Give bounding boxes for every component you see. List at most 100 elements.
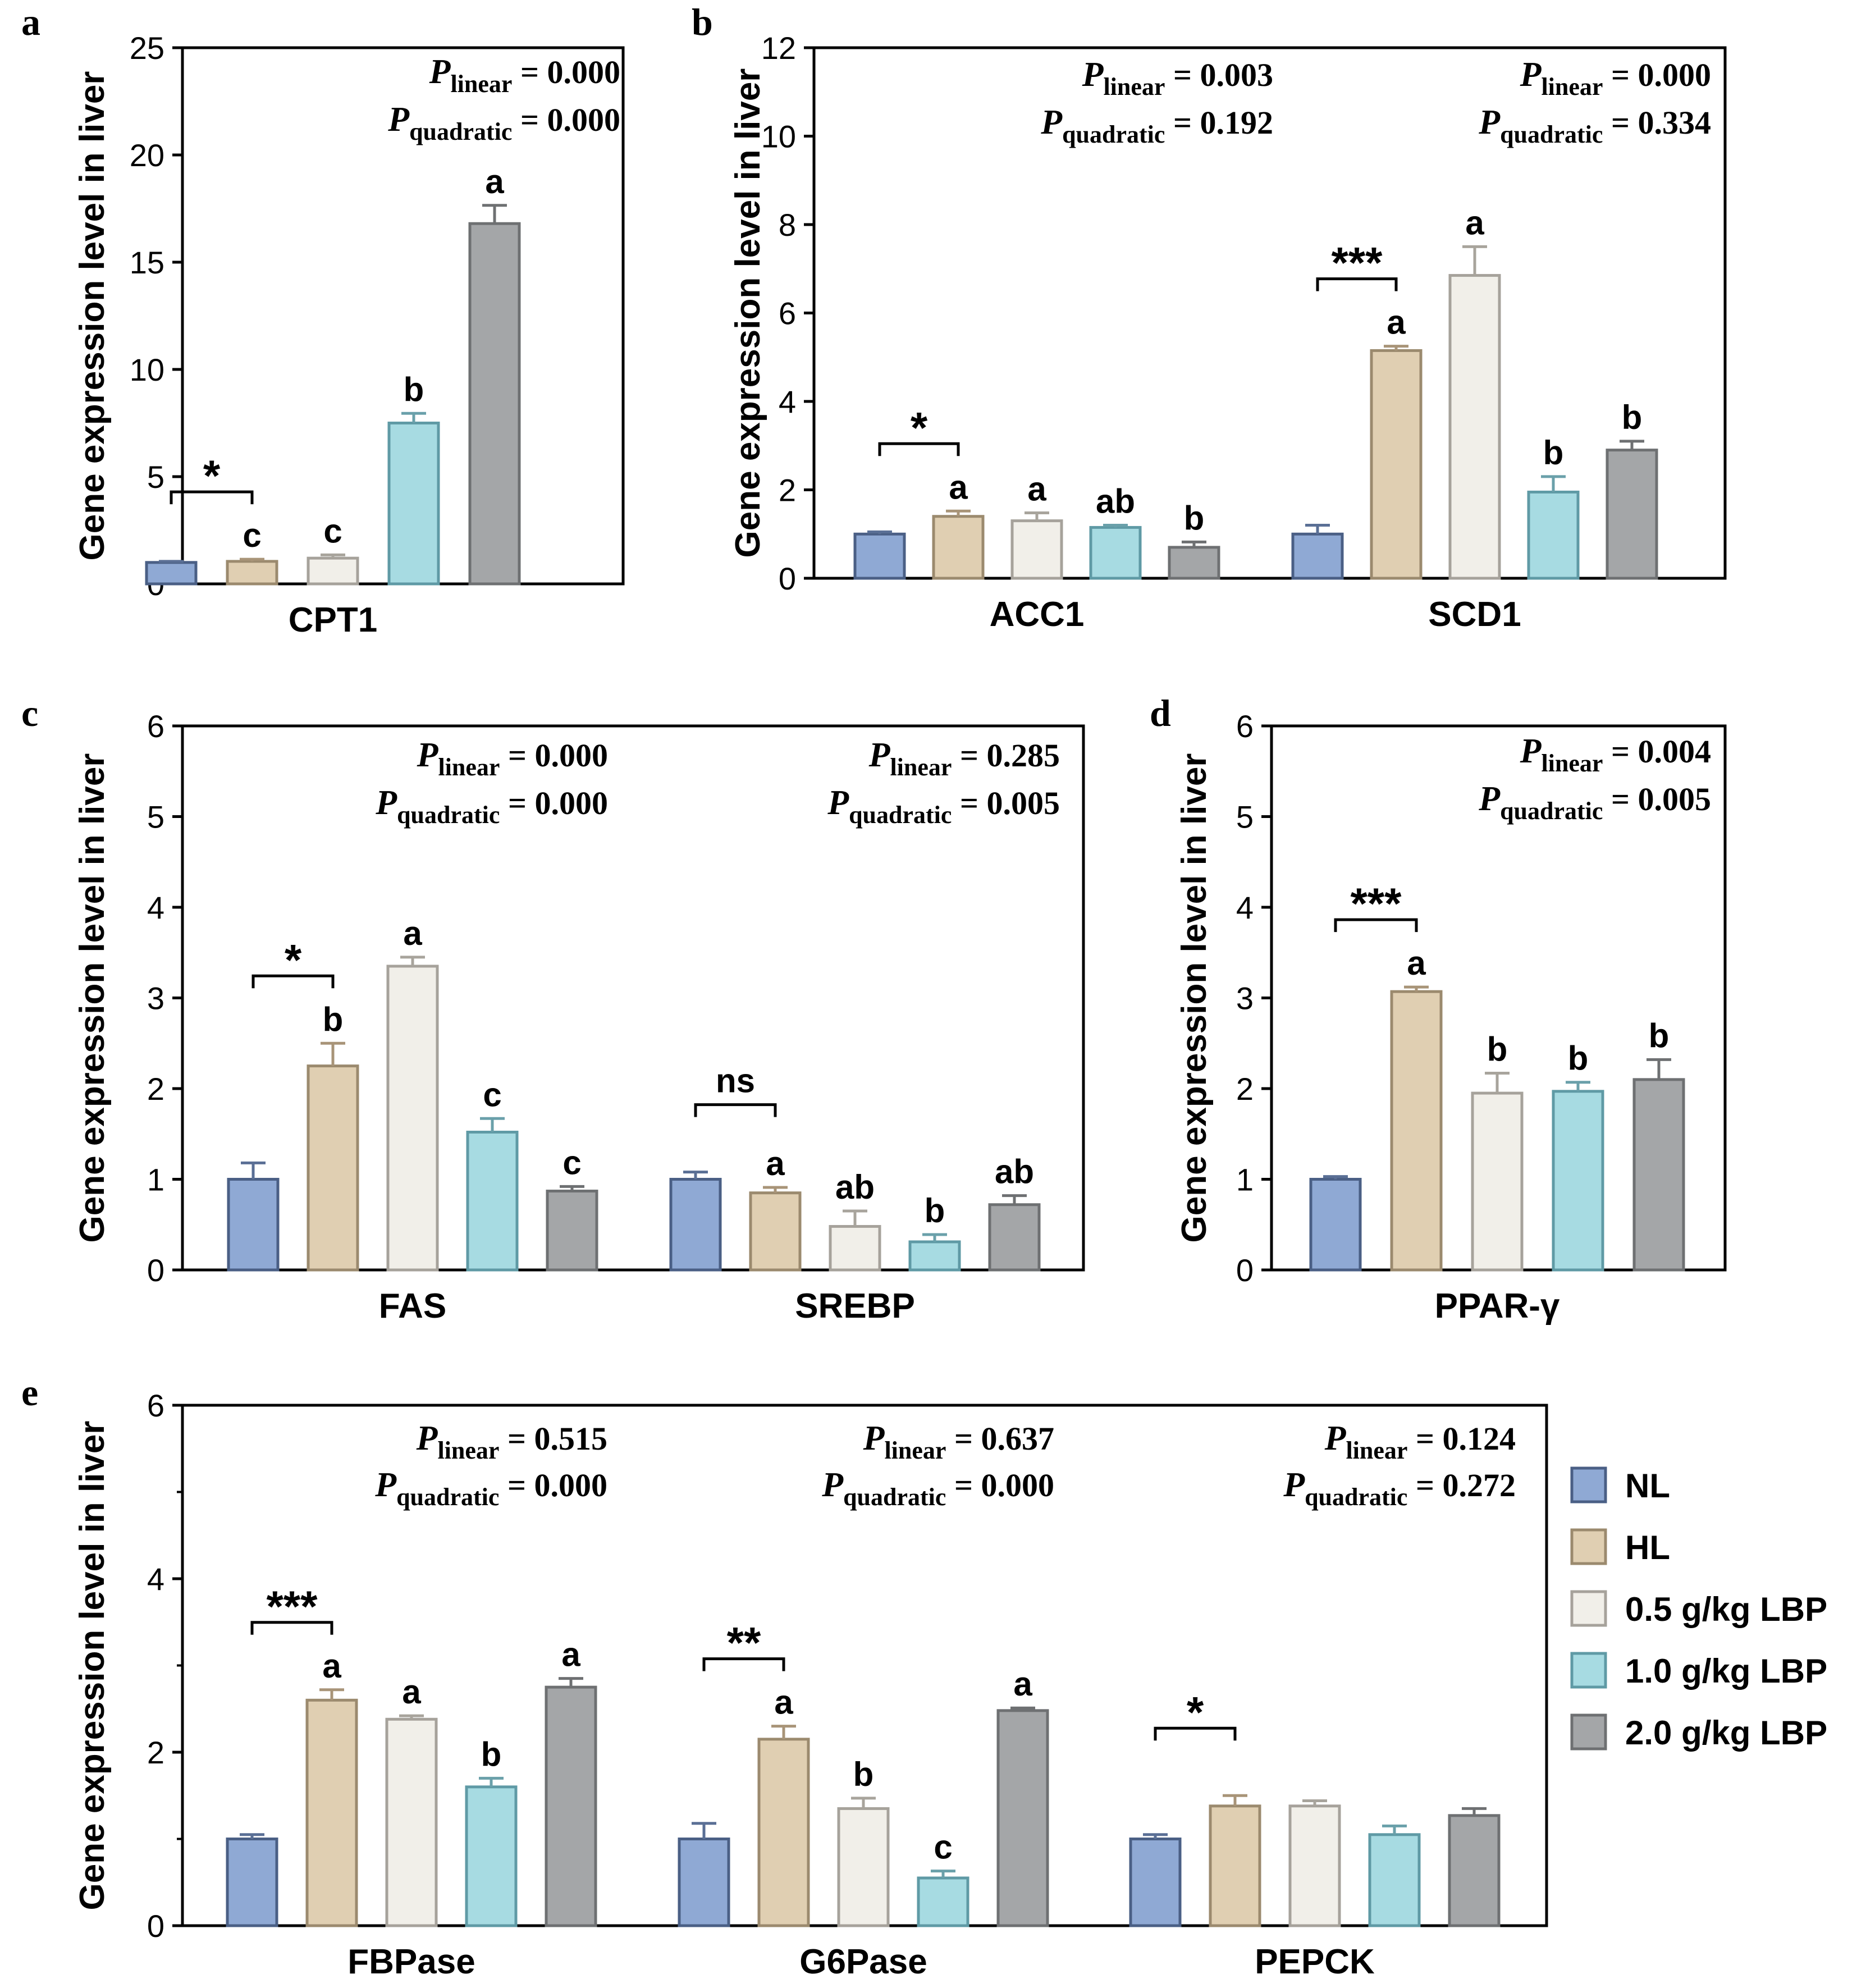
bar-acc1-nl (853, 532, 906, 580)
y-tick-label: 6 (779, 296, 796, 331)
significance-letter: ab (1096, 483, 1135, 520)
y-tick-label: 20 (130, 138, 164, 173)
p-value-linear: Plinear = 0.637 (863, 1419, 1054, 1464)
bar-fbpase-l05 (385, 1717, 438, 1927)
significance-bracket (170, 490, 254, 505)
significance-letter: b (853, 1756, 874, 1793)
legend-label-hl: HL (1625, 1529, 1670, 1566)
significance-marker: *** (1350, 879, 1402, 928)
y-axis-label: Gene expression level in liver (73, 753, 112, 1243)
significance-letter: a (1387, 304, 1406, 341)
bar-ppar-γ-l05 (1471, 1091, 1524, 1272)
bar-pepck-nl (1129, 1838, 1182, 1927)
y-tick-label: 1 (1236, 1162, 1254, 1198)
bar-acc1-l10 (1089, 525, 1142, 580)
y-tick-label: 0 (1236, 1253, 1254, 1288)
p-value-quadratic: Pquadratic = 0.000 (387, 100, 620, 145)
y-tick-label: 3 (1236, 981, 1254, 1016)
bar-fas-l05 (386, 965, 439, 1272)
y-tick-label: 2 (147, 1071, 164, 1107)
significance-letter: c (934, 1829, 952, 1866)
significance-letter: b (1622, 399, 1643, 436)
significance-letter: b (404, 371, 424, 408)
bar-cpt1-nl (145, 561, 198, 586)
significance-letter: b (1543, 434, 1564, 472)
bar-pepck-hl (1209, 1804, 1261, 1927)
bar-acc1-l05 (1010, 519, 1063, 580)
legend-swatch-l10 (1570, 1652, 1607, 1689)
x-tick-label-cpt1: CPT1 (289, 601, 377, 639)
y-tick-label: 4 (1236, 890, 1254, 925)
bar-acc1-hl (932, 515, 985, 580)
bar-fbpase-l20 (545, 1685, 597, 1927)
bar-scd1-l20 (1606, 449, 1658, 580)
y-tick-label: 10 (761, 119, 796, 154)
y-tick-label: 6 (147, 709, 164, 744)
significance-letter: a (402, 1673, 421, 1711)
bar-fas-nl (227, 1178, 280, 1272)
y-tick-label: 15 (130, 245, 164, 280)
p-value-quadratic: Pquadratic = 0.000 (375, 784, 608, 829)
bar-g6pase-hl (757, 1738, 810, 1927)
y-tick-label: 2 (147, 1735, 164, 1770)
bar-g6pase-l10 (917, 1876, 969, 1927)
y-tick-label: 0 (147, 1253, 164, 1288)
y-axis-label: Gene expression level in liver (73, 1421, 112, 1911)
bar-fbpase-l10 (465, 1785, 518, 1927)
x-tick-label-fbpase: FBPase (347, 1943, 475, 1981)
significance-letter: c (562, 1144, 581, 1181)
bar-fas-l10 (466, 1131, 519, 1272)
legend-label-l20: 2.0 g/kg LBP (1625, 1714, 1827, 1752)
bar-ppar-γ-l20 (1632, 1078, 1685, 1272)
bar-pepck-l20 (1448, 1814, 1501, 1927)
p-value-linear: Plinear = 0.124 (1324, 1419, 1516, 1464)
significance-letter: c (483, 1076, 501, 1113)
x-tick-label-g6pase: G6Pase (799, 1943, 927, 1981)
significance-marker: *** (1331, 238, 1383, 287)
x-tick-label-fas: FAS (379, 1287, 447, 1326)
p-value-linear: Plinear = 0.000 (1520, 56, 1711, 100)
significance-marker: * (911, 403, 928, 452)
panel-label: d (1150, 692, 1171, 734)
p-value-quadratic: Pquadratic = 0.000 (374, 1466, 607, 1511)
y-tick-label: 12 (761, 30, 796, 66)
bar-scd1-nl (1291, 532, 1344, 580)
significance-marker: * (285, 935, 302, 984)
p-value-quadratic: Pquadratic = 0.272 (1283, 1466, 1516, 1511)
significance-letter: a (1465, 204, 1484, 241)
significance-marker: ns (716, 1062, 755, 1100)
significance-bracket (878, 442, 960, 456)
significance-letter: a (1013, 1665, 1032, 1703)
y-axis-label: Gene expression level in liver (73, 71, 112, 561)
legend: NL HL 0.5 g/kg LBP 1.0 g/kg LBP 2.0 g/kg LBP (1570, 1466, 1827, 1752)
y-tick-label: 2 (1236, 1071, 1254, 1107)
p-value-quadratic: Pquadratic = 0.005 (1478, 780, 1711, 825)
significance-bracket (251, 974, 335, 989)
bar-scd1-l10 (1527, 490, 1580, 580)
bar-fas-hl (307, 1064, 359, 1272)
bar-cpt1-hl (226, 560, 278, 586)
y-tick-label: 2 (779, 473, 796, 508)
x-tick-label-acc1: ACC1 (990, 595, 1085, 634)
significance-bracket (694, 1103, 777, 1117)
y-tick-label: 1 (147, 1162, 164, 1198)
legend-swatch-l05 (1570, 1590, 1607, 1627)
significance-letter: b (925, 1192, 945, 1230)
significance-marker: * (203, 451, 221, 500)
y-tick-label: 0 (147, 1908, 164, 1944)
y-tick-label: 10 (130, 352, 164, 387)
bar-srebp-hl (749, 1191, 802, 1272)
significance-letter: b (1568, 1040, 1589, 1077)
x-tick-label-pepck: PEPCK (1255, 1943, 1375, 1981)
p-value-linear: Plinear = 0.000 (429, 53, 620, 98)
significance-bracket (1316, 277, 1398, 291)
y-tick-label: 6 (1236, 709, 1254, 744)
legend-swatch-l20 (1570, 1713, 1607, 1751)
panel-label: c (21, 692, 38, 734)
legend-label-l05: 0.5 g/kg LBP (1625, 1591, 1827, 1628)
bar-g6pase-l20 (996, 1709, 1049, 1927)
bar-scd1-hl (1370, 349, 1423, 580)
significance-letter: c (243, 517, 261, 554)
